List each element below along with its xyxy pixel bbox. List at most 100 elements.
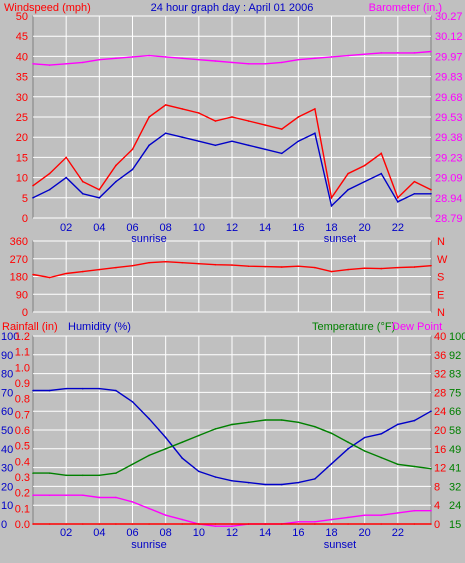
x-tick-label: 04 [93,222,105,234]
humidity-tick: 100 [1,331,19,343]
point [413,419,416,422]
point [65,494,67,497]
point [48,172,51,175]
point [81,61,84,64]
point [115,180,117,183]
barometer-tick: 30.27 [435,11,463,23]
point [330,463,333,465]
barometer-tick: 28.94 [435,193,463,205]
temp-c-tick: 40 [434,331,446,343]
humidity-tick: 40 [1,444,13,456]
sunset-label-top: sunset [324,233,356,245]
x-tick-label: 18 [325,222,337,234]
humidity-tick: 80 [1,369,13,381]
temp-f-tick: 58 [449,425,461,437]
point [264,523,266,525]
point [81,192,84,195]
humidity-tick: 60 [1,406,13,418]
point [363,514,366,516]
barometer-tick: 29.53 [435,112,463,124]
humidity-tick: 70 [1,387,13,399]
point [164,436,167,439]
point [48,188,51,191]
point [314,266,316,269]
rainfall-label: Rainfall (in) [2,321,58,333]
point [32,389,34,392]
point [380,152,383,155]
point [214,144,217,147]
point [347,54,349,57]
x-tick-label: 16 [292,222,304,234]
windspeed-tick: 10 [16,173,28,185]
point [397,52,399,54]
point [98,474,101,477]
point [363,450,366,452]
point [347,172,349,175]
point [380,523,383,525]
direction-tick: 180 [10,272,28,284]
point [297,523,300,525]
x-tick-label: 14 [259,222,271,234]
point [131,401,134,403]
direction-tick: 0 [22,307,28,319]
point [198,470,200,473]
point [32,523,34,525]
point [280,266,283,268]
point [347,448,349,450]
point [280,61,283,64]
humidity-label: Humidity (%) [68,321,131,333]
point [148,454,150,457]
point [48,472,51,474]
point [413,523,416,525]
point [65,387,67,390]
point [81,180,84,183]
point [32,472,34,474]
point [115,57,117,60]
point [297,421,300,424]
point [181,136,184,138]
point [181,523,184,525]
point [413,465,416,468]
rain-tick: 0.4 [15,456,30,468]
windspeed-label: Windspeed (mph) [4,2,91,14]
point [413,266,416,268]
sunrise-label-bottom: sunrise [131,539,166,551]
point [347,523,349,525]
compass-tick: N [437,236,445,248]
point [297,520,300,523]
point [314,425,316,428]
x-tick-label: 16 [292,527,304,539]
rain-tick: 0.7 [15,409,30,421]
point [181,518,184,521]
temp-f-tick: 66 [449,406,461,418]
point [430,188,432,191]
point [430,192,432,195]
humidity-tick: 50 [1,425,13,437]
point [314,523,316,525]
x-tick-label: 06 [126,527,138,539]
x-tick-label: 12 [226,222,238,234]
temp-c-tick: 20 [434,425,446,437]
point [363,523,366,525]
point [32,494,34,497]
point [164,132,167,134]
point [214,263,217,266]
point [231,423,233,426]
point [81,474,84,477]
point [32,184,34,187]
point [413,52,416,54]
point [363,436,366,439]
point [363,53,366,56]
direction-tick: 90 [16,289,28,301]
point [247,265,250,268]
windspeed-tick: 5 [22,193,28,205]
windspeed-tick: 20 [16,132,28,144]
windspeed-tick: 45 [16,31,28,43]
point [280,483,283,486]
point [397,512,399,514]
point [98,197,101,199]
point [280,523,283,525]
point [98,496,101,499]
windspeed-tick: 40 [16,51,28,63]
